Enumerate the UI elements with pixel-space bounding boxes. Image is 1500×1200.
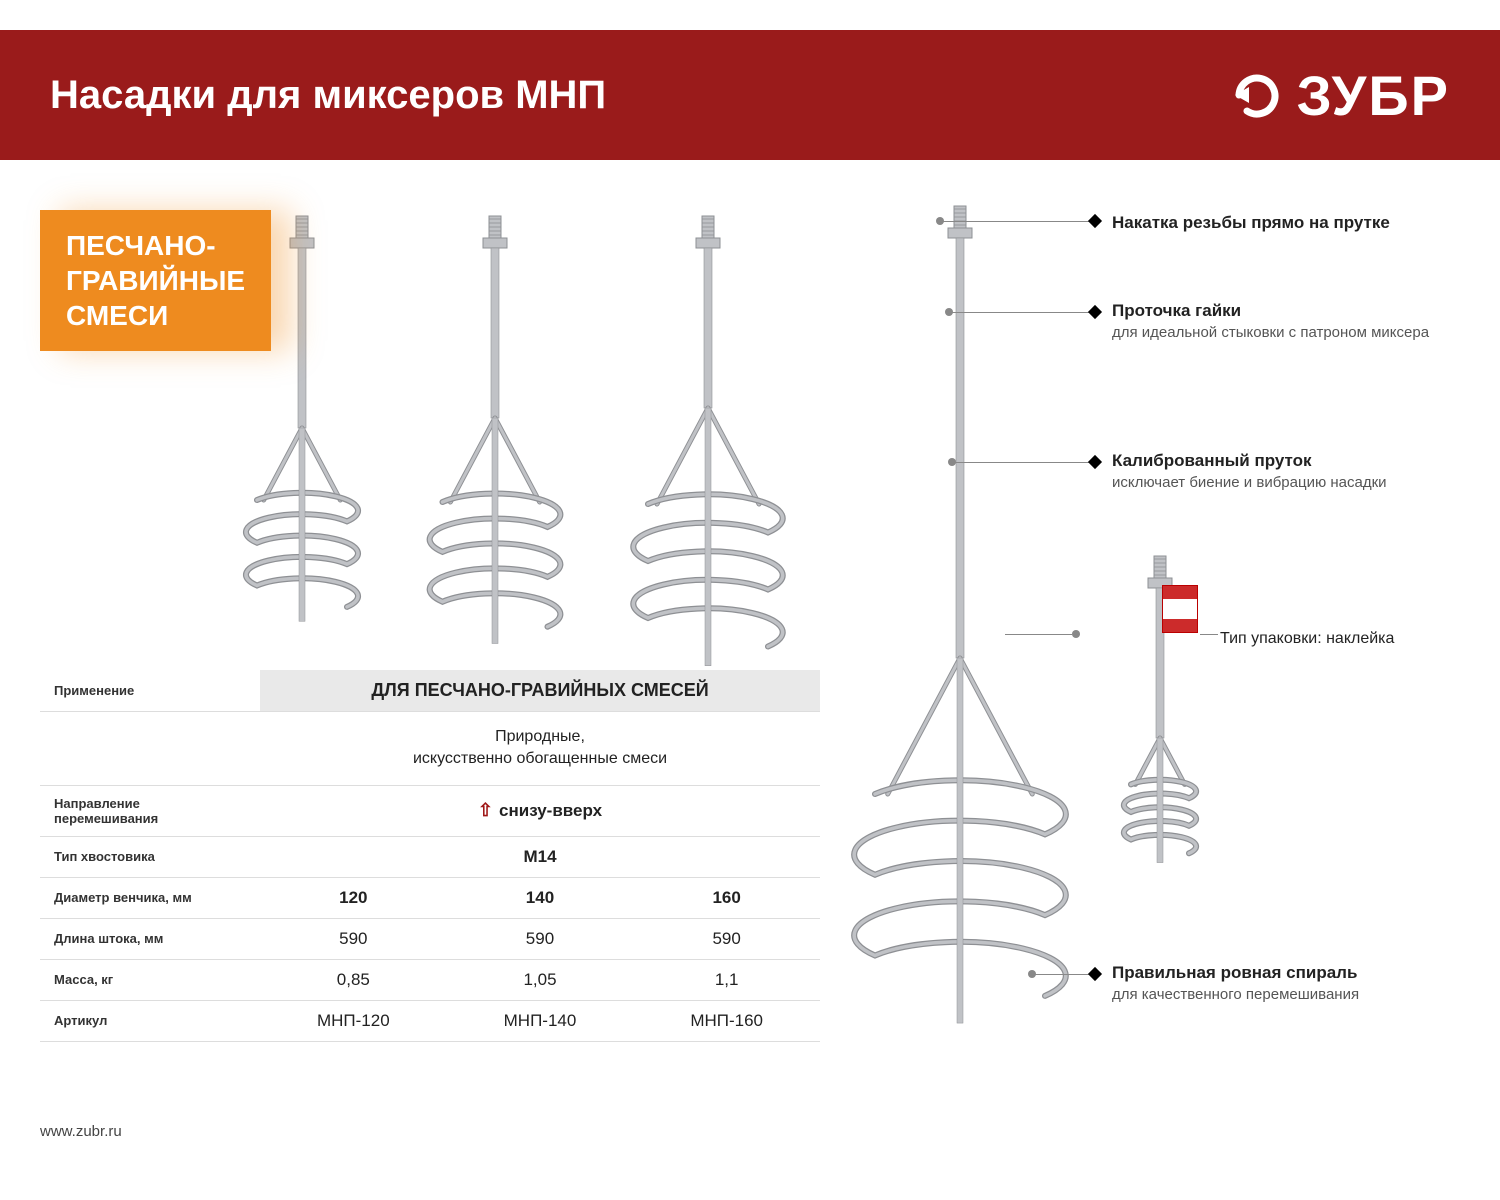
cell-value: 590 xyxy=(447,918,634,959)
row-label-direction: Направление перемешивания xyxy=(40,785,260,836)
mixer-mini xyxy=(1100,550,1220,930)
cell-value: МНП-120 xyxy=(260,1000,447,1041)
package-label-icon xyxy=(1162,585,1198,633)
mixer-large xyxy=(603,210,813,670)
brand-logo: ЗУБР xyxy=(1227,63,1450,128)
cell-value: 590 xyxy=(260,918,447,959)
callout-spiral: Правильная ровная спираль для качественн… xyxy=(1112,962,1359,1005)
header: Насадки для миксеров МНП ЗУБР xyxy=(0,30,1500,160)
callout-rod: Калиброванный пруток исключает биение и … xyxy=(1112,450,1387,493)
direction-value: ⇧снизу-вверх xyxy=(260,785,820,836)
callout-thread: Накатка резьбы прямо на прутке xyxy=(1112,212,1390,235)
cell-value: 1,1 xyxy=(633,959,820,1000)
application-header: ДЛЯ ПЕСЧАНО-ГРАВИЙНЫХ СМЕСЕЙ xyxy=(260,670,820,712)
row-label-application: Применение xyxy=(40,670,260,712)
spec-table: Применение ДЛЯ ПЕСЧАНО-ГРАВИЙНЫХ СМЕСЕЙ … xyxy=(40,670,820,1042)
application-sub: Природные, искусственно обогащенные смес… xyxy=(260,712,820,786)
cell-value: 590 xyxy=(633,918,820,959)
row-label: Артикул xyxy=(40,1000,260,1041)
arrow-up-icon: ⇧ xyxy=(478,800,493,820)
cell-value: МНП-160 xyxy=(633,1000,820,1041)
cell-value: 140 xyxy=(447,877,634,918)
left-panel: ПЕСЧАНО- ГРАВИЙНЫЕ СМЕСИ Применение ДЛЯ … xyxy=(40,200,820,1055)
cell-value: 120 xyxy=(260,877,447,918)
shank-value: M14 xyxy=(260,836,820,877)
row-label: Диаметр венчика, мм xyxy=(40,877,260,918)
cell-value: 0,85 xyxy=(260,959,447,1000)
mixer-medium xyxy=(400,210,590,670)
page-title: Насадки для миксеров МНП xyxy=(50,73,606,118)
mixer-diagram-svg xyxy=(850,200,1070,1050)
footer-url: www.zubr.ru xyxy=(40,1123,122,1140)
badge-line-1: ПЕСЧАНО- xyxy=(66,228,245,263)
feature-diagram: Накатка резьбы прямо на прутке Проточка … xyxy=(850,200,1460,1055)
cell-value: 1,05 xyxy=(447,959,634,1000)
category-badge: ПЕСЧАНО- ГРАВИЙНЫЕ СМЕСИ xyxy=(40,210,271,351)
row-label: Масса, кг xyxy=(40,959,260,1000)
callout-package: Тип упаковки: наклейка xyxy=(1220,628,1394,650)
logo-icon xyxy=(1227,65,1287,125)
row-label: Длина штока, мм xyxy=(40,918,260,959)
brand-text: ЗУБР xyxy=(1297,63,1450,128)
callout-nut: Проточка гайки для идеальной стыковки с … xyxy=(1112,300,1429,343)
cell-value: МНП-140 xyxy=(447,1000,634,1041)
badge-line-2: ГРАВИЙНЫЕ xyxy=(66,263,245,298)
badge-line-3: СМЕСИ xyxy=(66,298,245,333)
cell-value: 160 xyxy=(633,877,820,918)
row-label-shank: Тип хвостовика xyxy=(40,836,260,877)
